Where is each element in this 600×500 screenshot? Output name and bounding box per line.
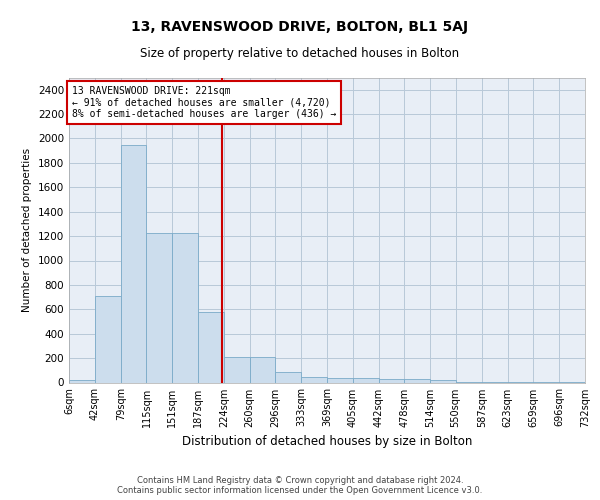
Bar [146, 233, 172, 382]
Bar [275, 372, 301, 382]
Y-axis label: Number of detached properties: Number of detached properties [22, 148, 32, 312]
Bar [197, 312, 224, 382]
Bar [172, 233, 197, 382]
Bar [327, 378, 353, 382]
Text: 13, RAVENSWOOD DRIVE, BOLTON, BL1 5AJ: 13, RAVENSWOOD DRIVE, BOLTON, BL1 5AJ [131, 20, 469, 34]
Bar [353, 378, 379, 382]
Text: Contains HM Land Registry data © Crown copyright and database right 2024.
Contai: Contains HM Land Registry data © Crown c… [118, 476, 482, 495]
Bar [224, 357, 250, 382]
Text: 13 RAVENSWOOD DRIVE: 221sqm
← 91% of detached houses are smaller (4,720)
8% of s: 13 RAVENSWOOD DRIVE: 221sqm ← 91% of det… [72, 86, 336, 119]
Bar [250, 358, 275, 382]
Bar [404, 380, 430, 382]
Bar [379, 380, 404, 382]
X-axis label: Distribution of detached houses by size in Bolton: Distribution of detached houses by size … [182, 435, 472, 448]
Bar [430, 380, 455, 382]
Bar [69, 380, 95, 382]
Bar [121, 144, 146, 382]
Bar [95, 296, 121, 382]
Text: Size of property relative to detached houses in Bolton: Size of property relative to detached ho… [140, 48, 460, 60]
Bar [301, 377, 327, 382]
